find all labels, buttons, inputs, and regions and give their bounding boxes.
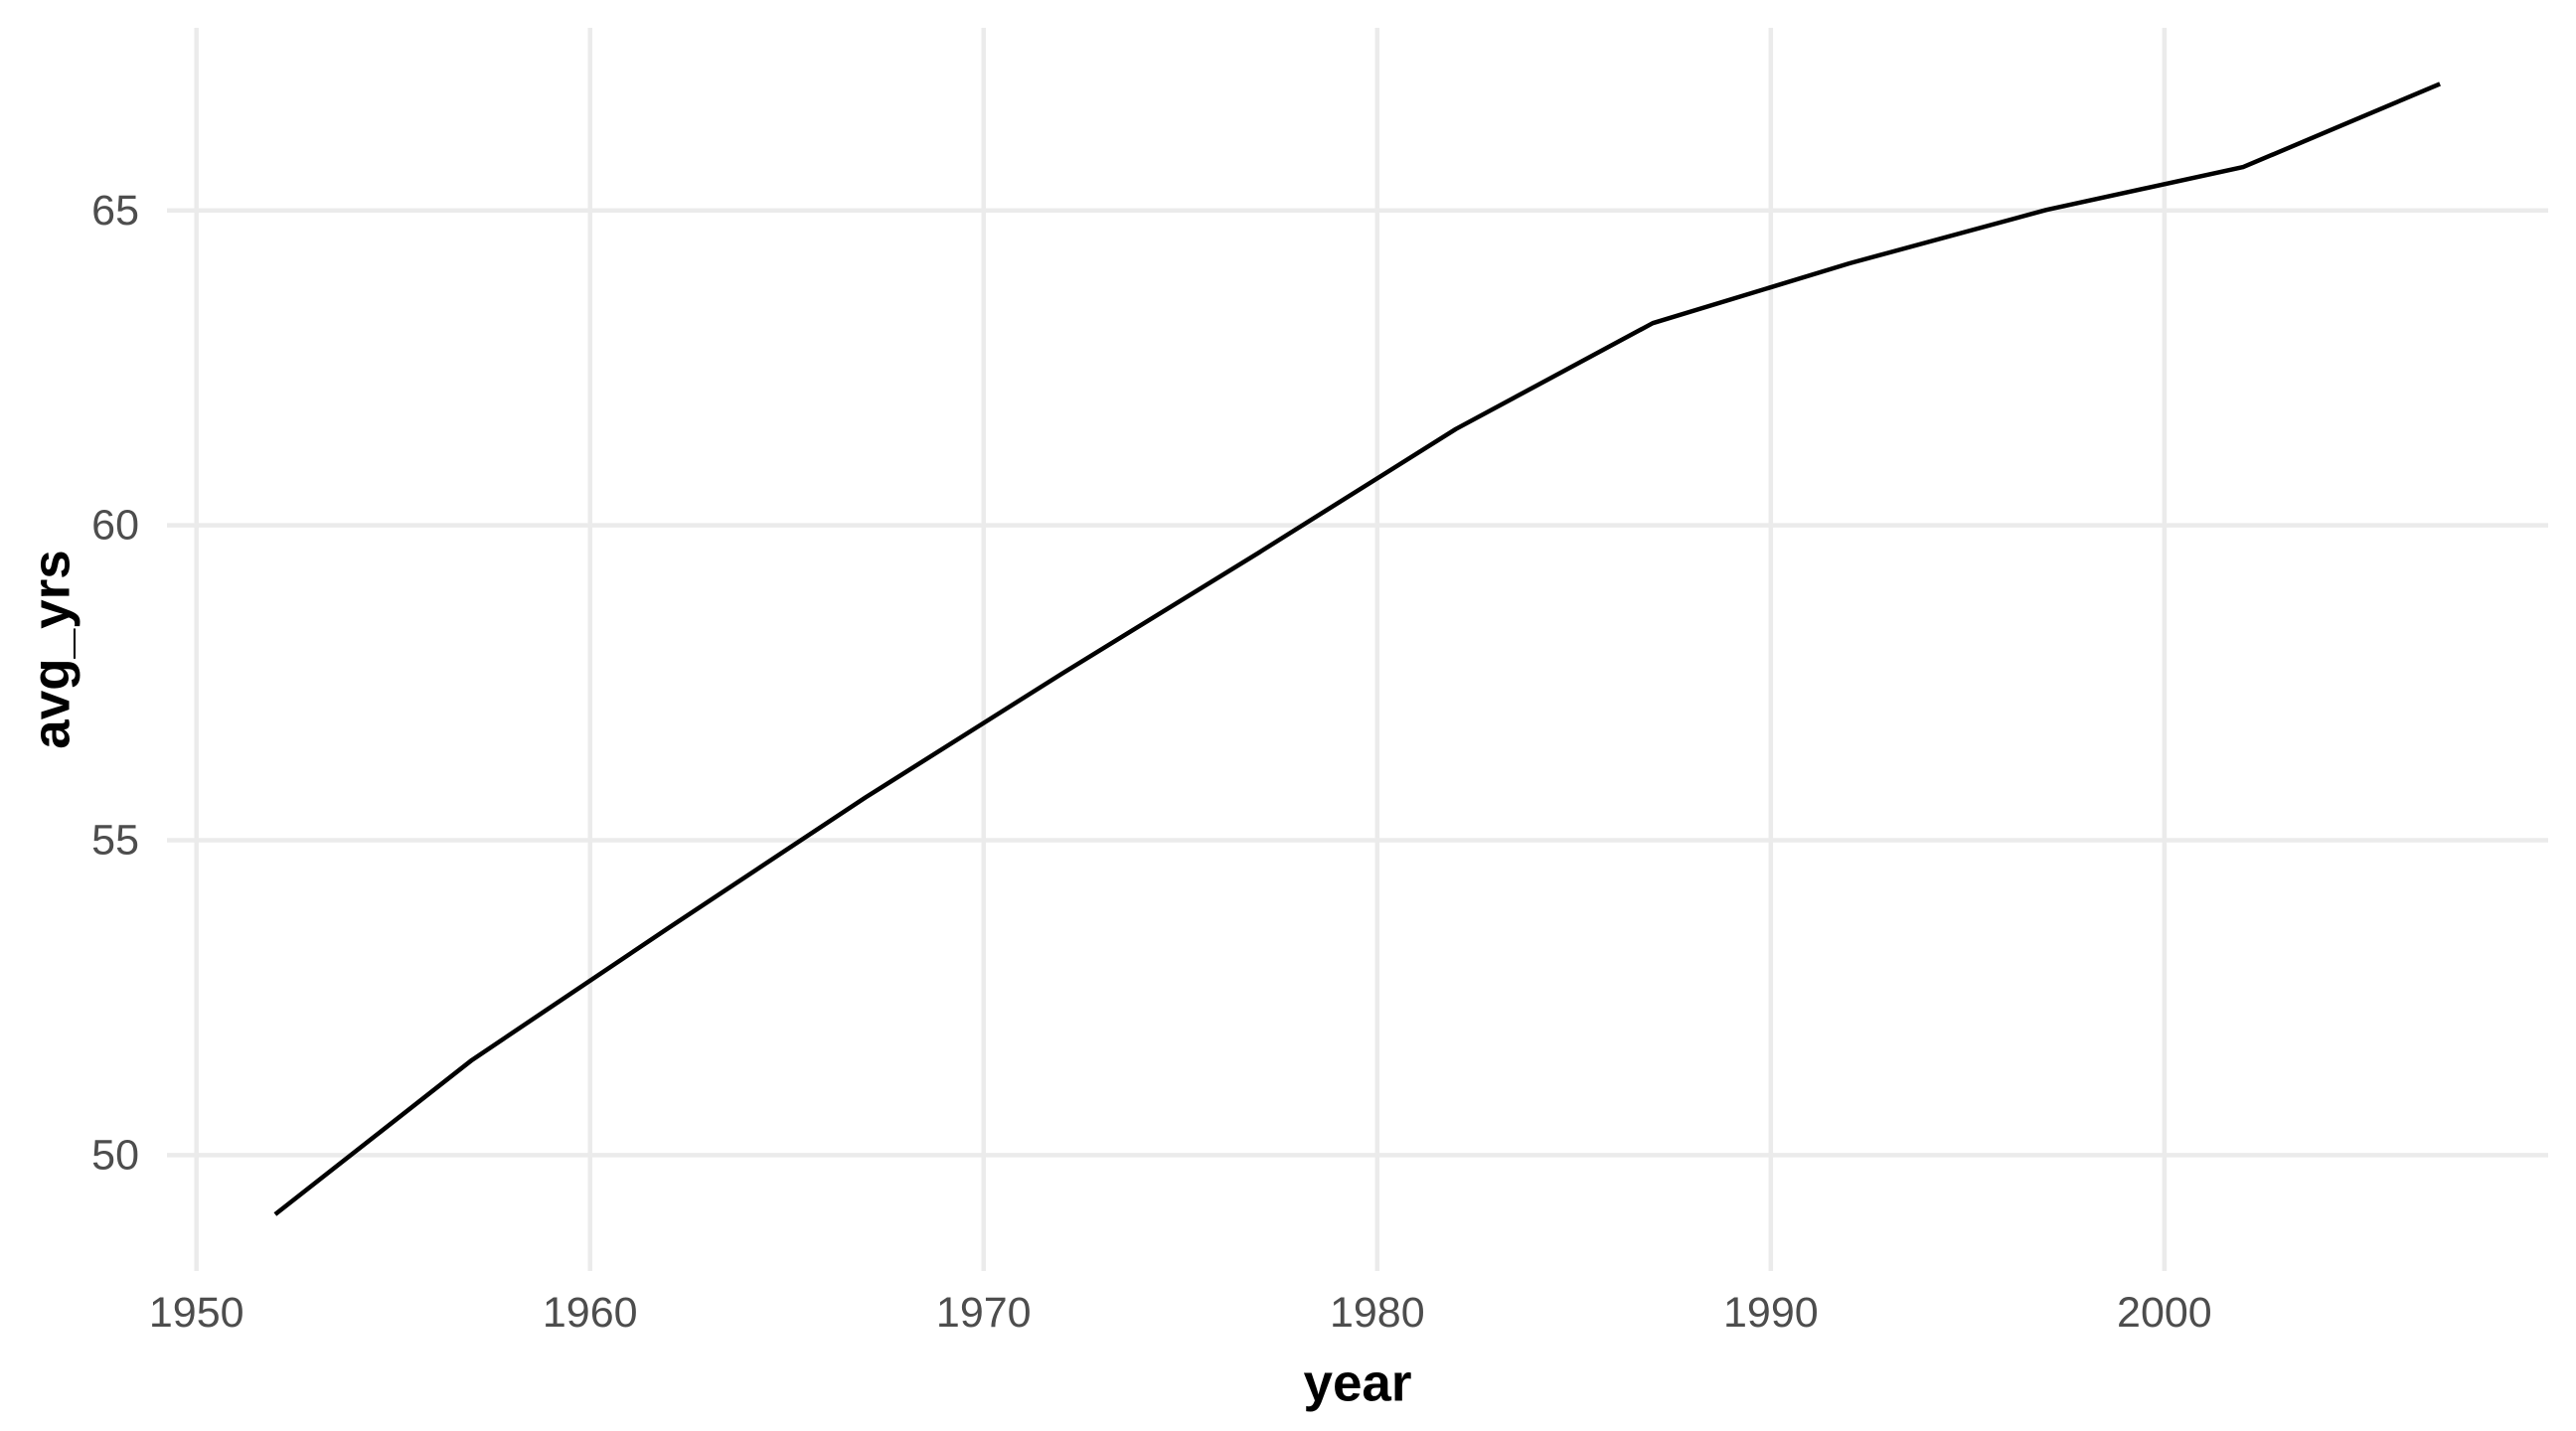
x-tick-label-2000: 2000 bbox=[2117, 1289, 2212, 1337]
y-axis-title: avg_yrs bbox=[23, 550, 81, 748]
x-axis-title: year bbox=[1303, 1354, 1411, 1413]
y-gridlines bbox=[167, 208, 2548, 1158]
x-axis-tick-labels: 1950 1960 1970 1980 1990 2000 bbox=[149, 1289, 2212, 1337]
avg-yrs-line bbox=[273, 81, 2441, 1216]
x-tick-label-1990: 1990 bbox=[1723, 1289, 1819, 1337]
x-tick-label-1950: 1950 bbox=[149, 1289, 244, 1337]
x-tick-label-1960: 1960 bbox=[543, 1289, 638, 1337]
y-tick-label-65: 65 bbox=[91, 187, 139, 235]
x-tick-label-1980: 1980 bbox=[1330, 1289, 1425, 1337]
x-gridlines bbox=[194, 28, 2168, 1271]
y-tick-label-55: 55 bbox=[91, 817, 139, 865]
y-axis-tick-labels: 50 55 60 65 bbox=[91, 187, 139, 1180]
x-tick-label-1970: 1970 bbox=[936, 1289, 1032, 1337]
y-tick-label-60: 60 bbox=[91, 502, 139, 550]
y-tick-label-50: 50 bbox=[91, 1131, 139, 1179]
